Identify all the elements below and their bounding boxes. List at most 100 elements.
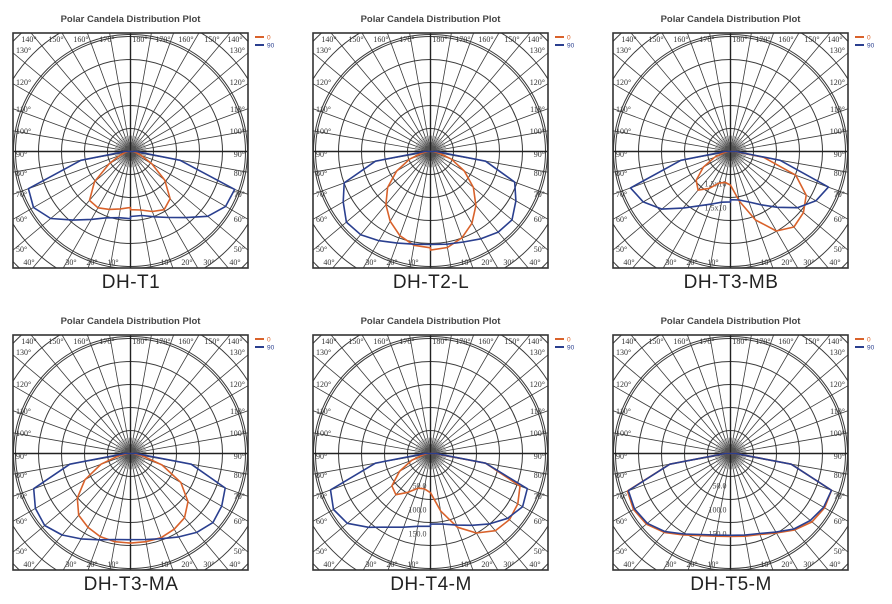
angle-label-bottom: 20° — [686, 258, 697, 267]
angle-label-left: 80° — [616, 471, 627, 480]
angle-label-right: 110° — [830, 407, 845, 416]
angle-label-left: 50° — [16, 547, 27, 556]
angle-label-left: 110° — [616, 105, 631, 114]
radial-gridline — [13, 151, 131, 195]
radial-gridline — [130, 151, 174, 268]
radial-gridline — [661, 335, 731, 454]
radial-gridline — [613, 453, 731, 522]
radial-gridline — [130, 453, 152, 570]
radial-gridline — [430, 453, 474, 570]
angle-label-right: 90° — [834, 452, 845, 461]
polar-chart-dh-t1: Polar Candela Distribution Plot 140° 150° 1… — [12, 14, 275, 269]
angle-label-top: 150° — [48, 35, 63, 44]
radial-gridline — [730, 151, 752, 268]
radial-gridline — [430, 33, 531, 152]
angle-label-bottom: 40° — [829, 560, 840, 569]
angle-label-bottom: 20° — [686, 560, 697, 569]
radial-gridline — [13, 432, 131, 454]
radial-gridline — [686, 33, 731, 152]
angle-label-right: 120° — [230, 380, 245, 389]
angle-label-right: 100° — [530, 429, 545, 438]
angle-label-left: 50° — [316, 245, 327, 254]
plot-frame — [312, 32, 549, 269]
radial-gridline — [730, 52, 848, 152]
angle-label-bottom: 30° — [365, 560, 376, 569]
angle-label-top: 150° — [348, 35, 363, 44]
angle-label-right: 80° — [834, 471, 845, 480]
radial-gridline — [430, 33, 452, 152]
radial-gridline — [62, 151, 131, 268]
radial-gridline — [130, 410, 248, 454]
legend-label: 0 — [567, 337, 571, 344]
angle-label-bottom: 40° — [323, 258, 334, 267]
radial-gridline — [709, 151, 731, 268]
angle-label-top: 160° — [373, 337, 388, 346]
angle-label-top: 160° — [178, 337, 193, 346]
angle-label-bottom: 40° — [23, 560, 34, 569]
radial-gridline — [430, 385, 548, 454]
chart-title: Polar Candela Distribution Plot — [661, 14, 802, 25]
radial-gridline — [313, 151, 431, 251]
radial-gridline — [430, 108, 548, 152]
plot-frame — [612, 32, 849, 269]
legend-label: 0 — [867, 35, 871, 42]
radial-gridline — [313, 52, 431, 152]
ring-value-label: 50.0 — [713, 482, 727, 491]
angle-label-right: 100° — [530, 127, 545, 136]
angle-label-top: 150° — [348, 337, 363, 346]
chart-panel-dh-t3-ma: Polar Candela Distribution Plot 140° 150° 1… — [0, 302, 297, 602]
radial-gridline — [361, 33, 431, 152]
angle-label-top: 160° — [178, 35, 193, 44]
radial-gridline — [130, 453, 174, 570]
radial-gridline — [409, 335, 431, 454]
radial-gridline — [361, 335, 431, 454]
radial-gridline — [430, 33, 500, 152]
angle-label-right: 130° — [830, 46, 845, 55]
angle-label-left: 60° — [616, 517, 627, 526]
radial-gridline — [613, 108, 731, 152]
radial-gridline — [130, 354, 248, 454]
radial-gridline — [130, 83, 248, 152]
radial-gridline — [730, 151, 848, 195]
angle-label-left: 100° — [616, 429, 631, 438]
radial-gridline — [613, 52, 731, 152]
radial-gridline — [130, 151, 199, 268]
angle-label-left: 90° — [16, 150, 27, 159]
ring-value-label: 50.0 — [413, 482, 427, 491]
radial-gridline — [362, 151, 431, 268]
radial-gridline — [130, 453, 248, 553]
radial-gridline — [687, 151, 731, 268]
angle-label-top: 140° — [527, 35, 542, 44]
chart-title: Polar Candela Distribution Plot — [61, 14, 202, 25]
angle-label-top: 160° — [778, 337, 793, 346]
radial-gridline — [632, 453, 731, 570]
radial-gridline — [430, 151, 548, 220]
angle-label-left: 60° — [316, 517, 327, 526]
radial-gridline — [409, 151, 431, 268]
radial-gridline — [709, 453, 731, 570]
radial-gridline — [62, 453, 131, 570]
angle-label-bottom: 40° — [529, 560, 540, 569]
radial-gridline — [313, 385, 431, 454]
angle-label-right: 50° — [534, 547, 545, 556]
polar-chart-dh-t2-l: Polar Candela Distribution Plot 140° 150° 1… — [312, 14, 575, 269]
chart-panel-dh-t1: Polar Candela Distribution Plot 140° 150° 1… — [0, 0, 297, 300]
angle-label-left: 130° — [616, 348, 631, 357]
angle-label-right: 70° — [834, 492, 845, 501]
legend-label: 0 — [267, 337, 271, 344]
angle-label-top: 160° — [373, 35, 388, 44]
angle-label-bottom: 20° — [781, 258, 792, 267]
polar-chart-dh-t3-mb: Polar Candela Distribution Plot1.5x101.5… — [612, 14, 875, 269]
radial-gridline — [313, 453, 431, 497]
angle-label-right: 50° — [834, 547, 845, 556]
angle-label-top: 140° — [21, 337, 36, 346]
radial-gridline — [87, 453, 131, 570]
radial-gridline — [613, 453, 731, 553]
radial-gridline — [109, 151, 131, 268]
angle-label-bottom: 20° — [181, 560, 192, 569]
radial-gridline — [13, 151, 131, 220]
radial-gridline — [430, 453, 548, 553]
angle-label-right: 60° — [534, 517, 545, 526]
radial-gridline — [387, 151, 431, 268]
radial-gridline — [130, 33, 200, 152]
